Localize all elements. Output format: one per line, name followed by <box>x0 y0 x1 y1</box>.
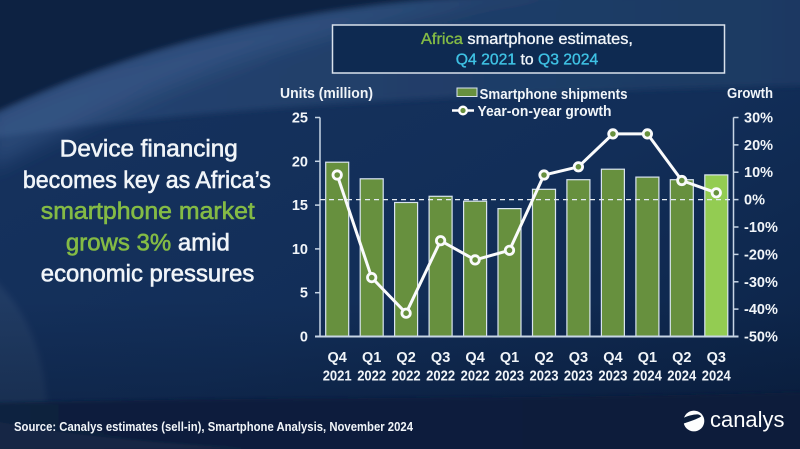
svg-text:30%: 30% <box>744 111 773 127</box>
svg-text:smartphone market: smartphone market <box>41 198 255 225</box>
svg-text:Units (million): Units (million) <box>280 86 373 102</box>
svg-text:Q2: Q2 <box>534 350 553 366</box>
svg-text:Growth: Growth <box>727 86 773 102</box>
svg-text:2024: 2024 <box>667 369 696 385</box>
svg-text:20%: 20% <box>744 138 773 154</box>
svg-text:0%: 0% <box>744 193 765 209</box>
svg-text:0: 0 <box>300 330 308 346</box>
svg-text:2024: 2024 <box>702 369 731 385</box>
svg-text:-30%: -30% <box>744 275 778 291</box>
svg-text:2022: 2022 <box>392 369 421 385</box>
svg-text:2024: 2024 <box>633 369 662 385</box>
svg-text:-10%: -10% <box>744 220 778 236</box>
svg-text:Q1: Q1 <box>500 350 519 366</box>
svg-text:20: 20 <box>292 154 308 170</box>
svg-text:Q4: Q4 <box>465 350 484 366</box>
svg-text:Source: Canalys estimates (sel: Source: Canalys estimates (sell-in), Sma… <box>14 420 413 434</box>
svg-text:economic pressures: economic pressures <box>41 260 255 287</box>
svg-text:Q2: Q2 <box>396 350 415 366</box>
svg-text:becomes key as Africa’s: becomes key as Africa’s <box>23 167 271 194</box>
svg-text:5: 5 <box>300 286 308 302</box>
svg-text:Q2: Q2 <box>672 350 691 366</box>
svg-text:2021: 2021 <box>323 369 352 385</box>
svg-text:-50%: -50% <box>744 330 778 346</box>
svg-text:15: 15 <box>292 198 308 214</box>
svg-text:grows 3% amid: grows 3% amid <box>66 230 230 257</box>
svg-text:Q4: Q4 <box>603 350 622 366</box>
svg-text:Q4: Q4 <box>328 350 347 366</box>
svg-text:2023: 2023 <box>564 369 593 385</box>
svg-text:Device financing: Device financing <box>60 136 238 163</box>
svg-text:Q1: Q1 <box>362 350 381 366</box>
svg-text:2023: 2023 <box>495 369 524 385</box>
svg-text:canalys: canalys <box>710 407 785 432</box>
svg-text:10: 10 <box>292 242 308 258</box>
svg-text:2022: 2022 <box>426 369 455 385</box>
svg-text:Africa smartphone estimates,: Africa smartphone estimates, <box>421 31 633 48</box>
svg-text:-20%: -20% <box>744 247 778 263</box>
svg-text:Q3: Q3 <box>569 350 588 366</box>
svg-text:2022: 2022 <box>357 369 386 385</box>
svg-text:-40%: -40% <box>744 302 778 318</box>
svg-text:Q3: Q3 <box>707 350 726 366</box>
svg-text:2022: 2022 <box>461 369 490 385</box>
svg-text:25: 25 <box>292 111 308 127</box>
svg-text:10%: 10% <box>744 165 773 181</box>
svg-text:Smartphone shipments: Smartphone shipments <box>480 87 628 103</box>
svg-text:Q1: Q1 <box>638 350 657 366</box>
svg-text:2023: 2023 <box>598 369 627 385</box>
svg-text:Q4 2021 to Q3 2024: Q4 2021 to Q3 2024 <box>456 52 599 69</box>
svg-text:Year-on-year growth: Year-on-year growth <box>478 104 612 120</box>
svg-text:Q3: Q3 <box>431 350 450 366</box>
svg-text:2023: 2023 <box>530 369 559 385</box>
